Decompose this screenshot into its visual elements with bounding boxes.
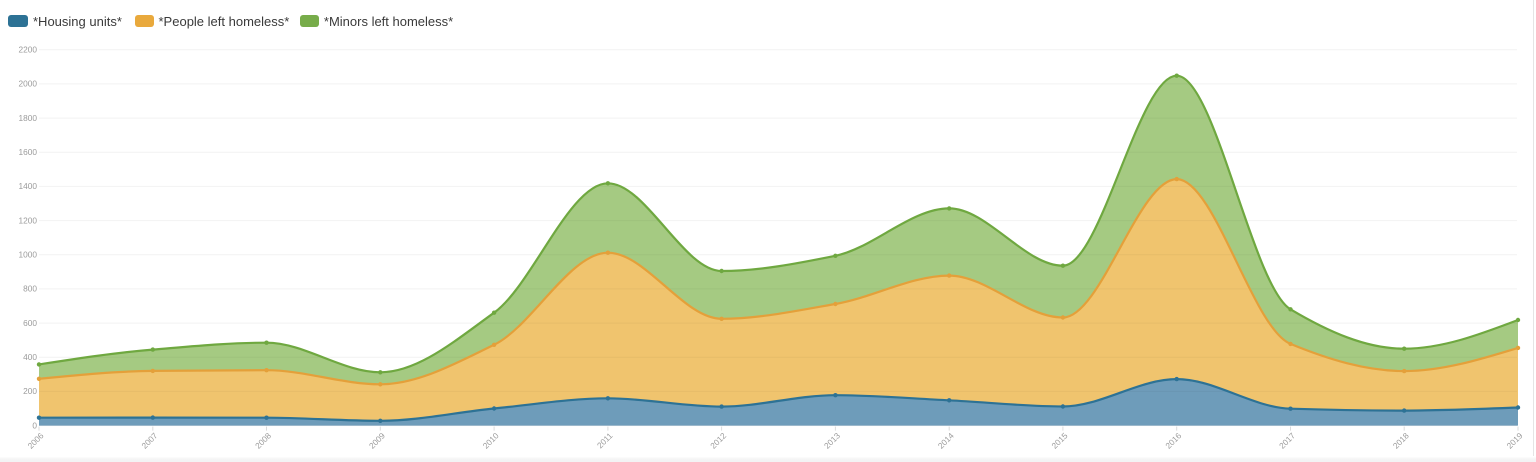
svg-text:2006: 2006 — [25, 430, 45, 450]
svg-text:2007: 2007 — [139, 430, 159, 450]
svg-text:1600: 1600 — [19, 147, 38, 157]
svg-text:2008: 2008 — [253, 430, 273, 450]
svg-text:2000: 2000 — [19, 79, 38, 89]
svg-text:2012: 2012 — [708, 430, 728, 450]
svg-text:2014: 2014 — [936, 430, 956, 450]
svg-text:2016: 2016 — [1163, 430, 1183, 450]
svg-text:2009: 2009 — [367, 430, 387, 450]
svg-text:2017: 2017 — [1277, 430, 1297, 450]
svg-text:0: 0 — [32, 420, 37, 430]
svg-text:2011: 2011 — [595, 430, 615, 450]
svg-text:800: 800 — [23, 284, 37, 294]
svg-text:2200: 2200 — [19, 45, 38, 55]
svg-text:2015: 2015 — [1049, 430, 1069, 450]
svg-text:1000: 1000 — [19, 250, 38, 260]
svg-text:1400: 1400 — [19, 181, 38, 191]
svg-text:1200: 1200 — [19, 215, 38, 225]
svg-text:400: 400 — [23, 352, 37, 362]
svg-text:600: 600 — [23, 318, 37, 328]
svg-text:2019: 2019 — [1504, 430, 1524, 450]
svg-text:2010: 2010 — [481, 430, 501, 450]
svg-text:200: 200 — [23, 386, 37, 396]
svg-text:2018: 2018 — [1391, 430, 1411, 450]
svg-text:1800: 1800 — [19, 113, 38, 123]
svg-text:2013: 2013 — [822, 430, 842, 450]
